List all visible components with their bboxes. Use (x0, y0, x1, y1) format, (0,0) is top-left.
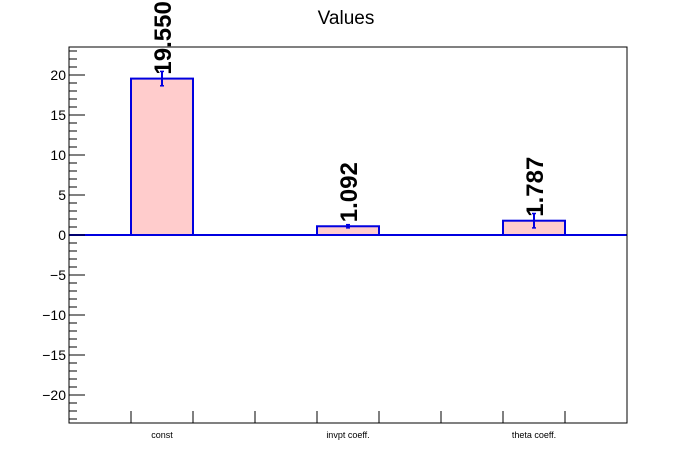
y-tick-label: 10 (50, 147, 66, 163)
bars-layer (130, 77, 566, 236)
bar-1 (130, 77, 194, 236)
data-labels-layer: 19.550 1.092 1.787 (150, 1, 549, 222)
y-tick-label: 15 (50, 107, 66, 123)
data-label: 1.092 (336, 162, 363, 222)
y-tick-label: −20 (42, 387, 66, 403)
y-tick-label: 0 (58, 227, 66, 243)
x-tick-label: const (151, 430, 173, 440)
y-tick-label: −5 (50, 267, 66, 283)
error-bars-layer (160, 70, 536, 229)
x-tick-label: theta coeff. (512, 430, 556, 440)
chart-title: Values (318, 8, 375, 29)
y-tick-label: 20 (50, 67, 66, 83)
y-axis: −20 −15 −10 −5 0 5 10 15 20 (42, 50, 85, 420)
y-tick-label: 5 (58, 187, 66, 203)
data-label: 19.550 (150, 1, 177, 74)
data-label: 1.787 (522, 157, 549, 217)
y-tick-label: −10 (42, 307, 66, 323)
x-axis: const invpt coeff. theta coeff. (68, 411, 628, 440)
y-tick-label: −15 (42, 347, 66, 363)
x-tick-label: invpt coeff. (326, 430, 369, 440)
